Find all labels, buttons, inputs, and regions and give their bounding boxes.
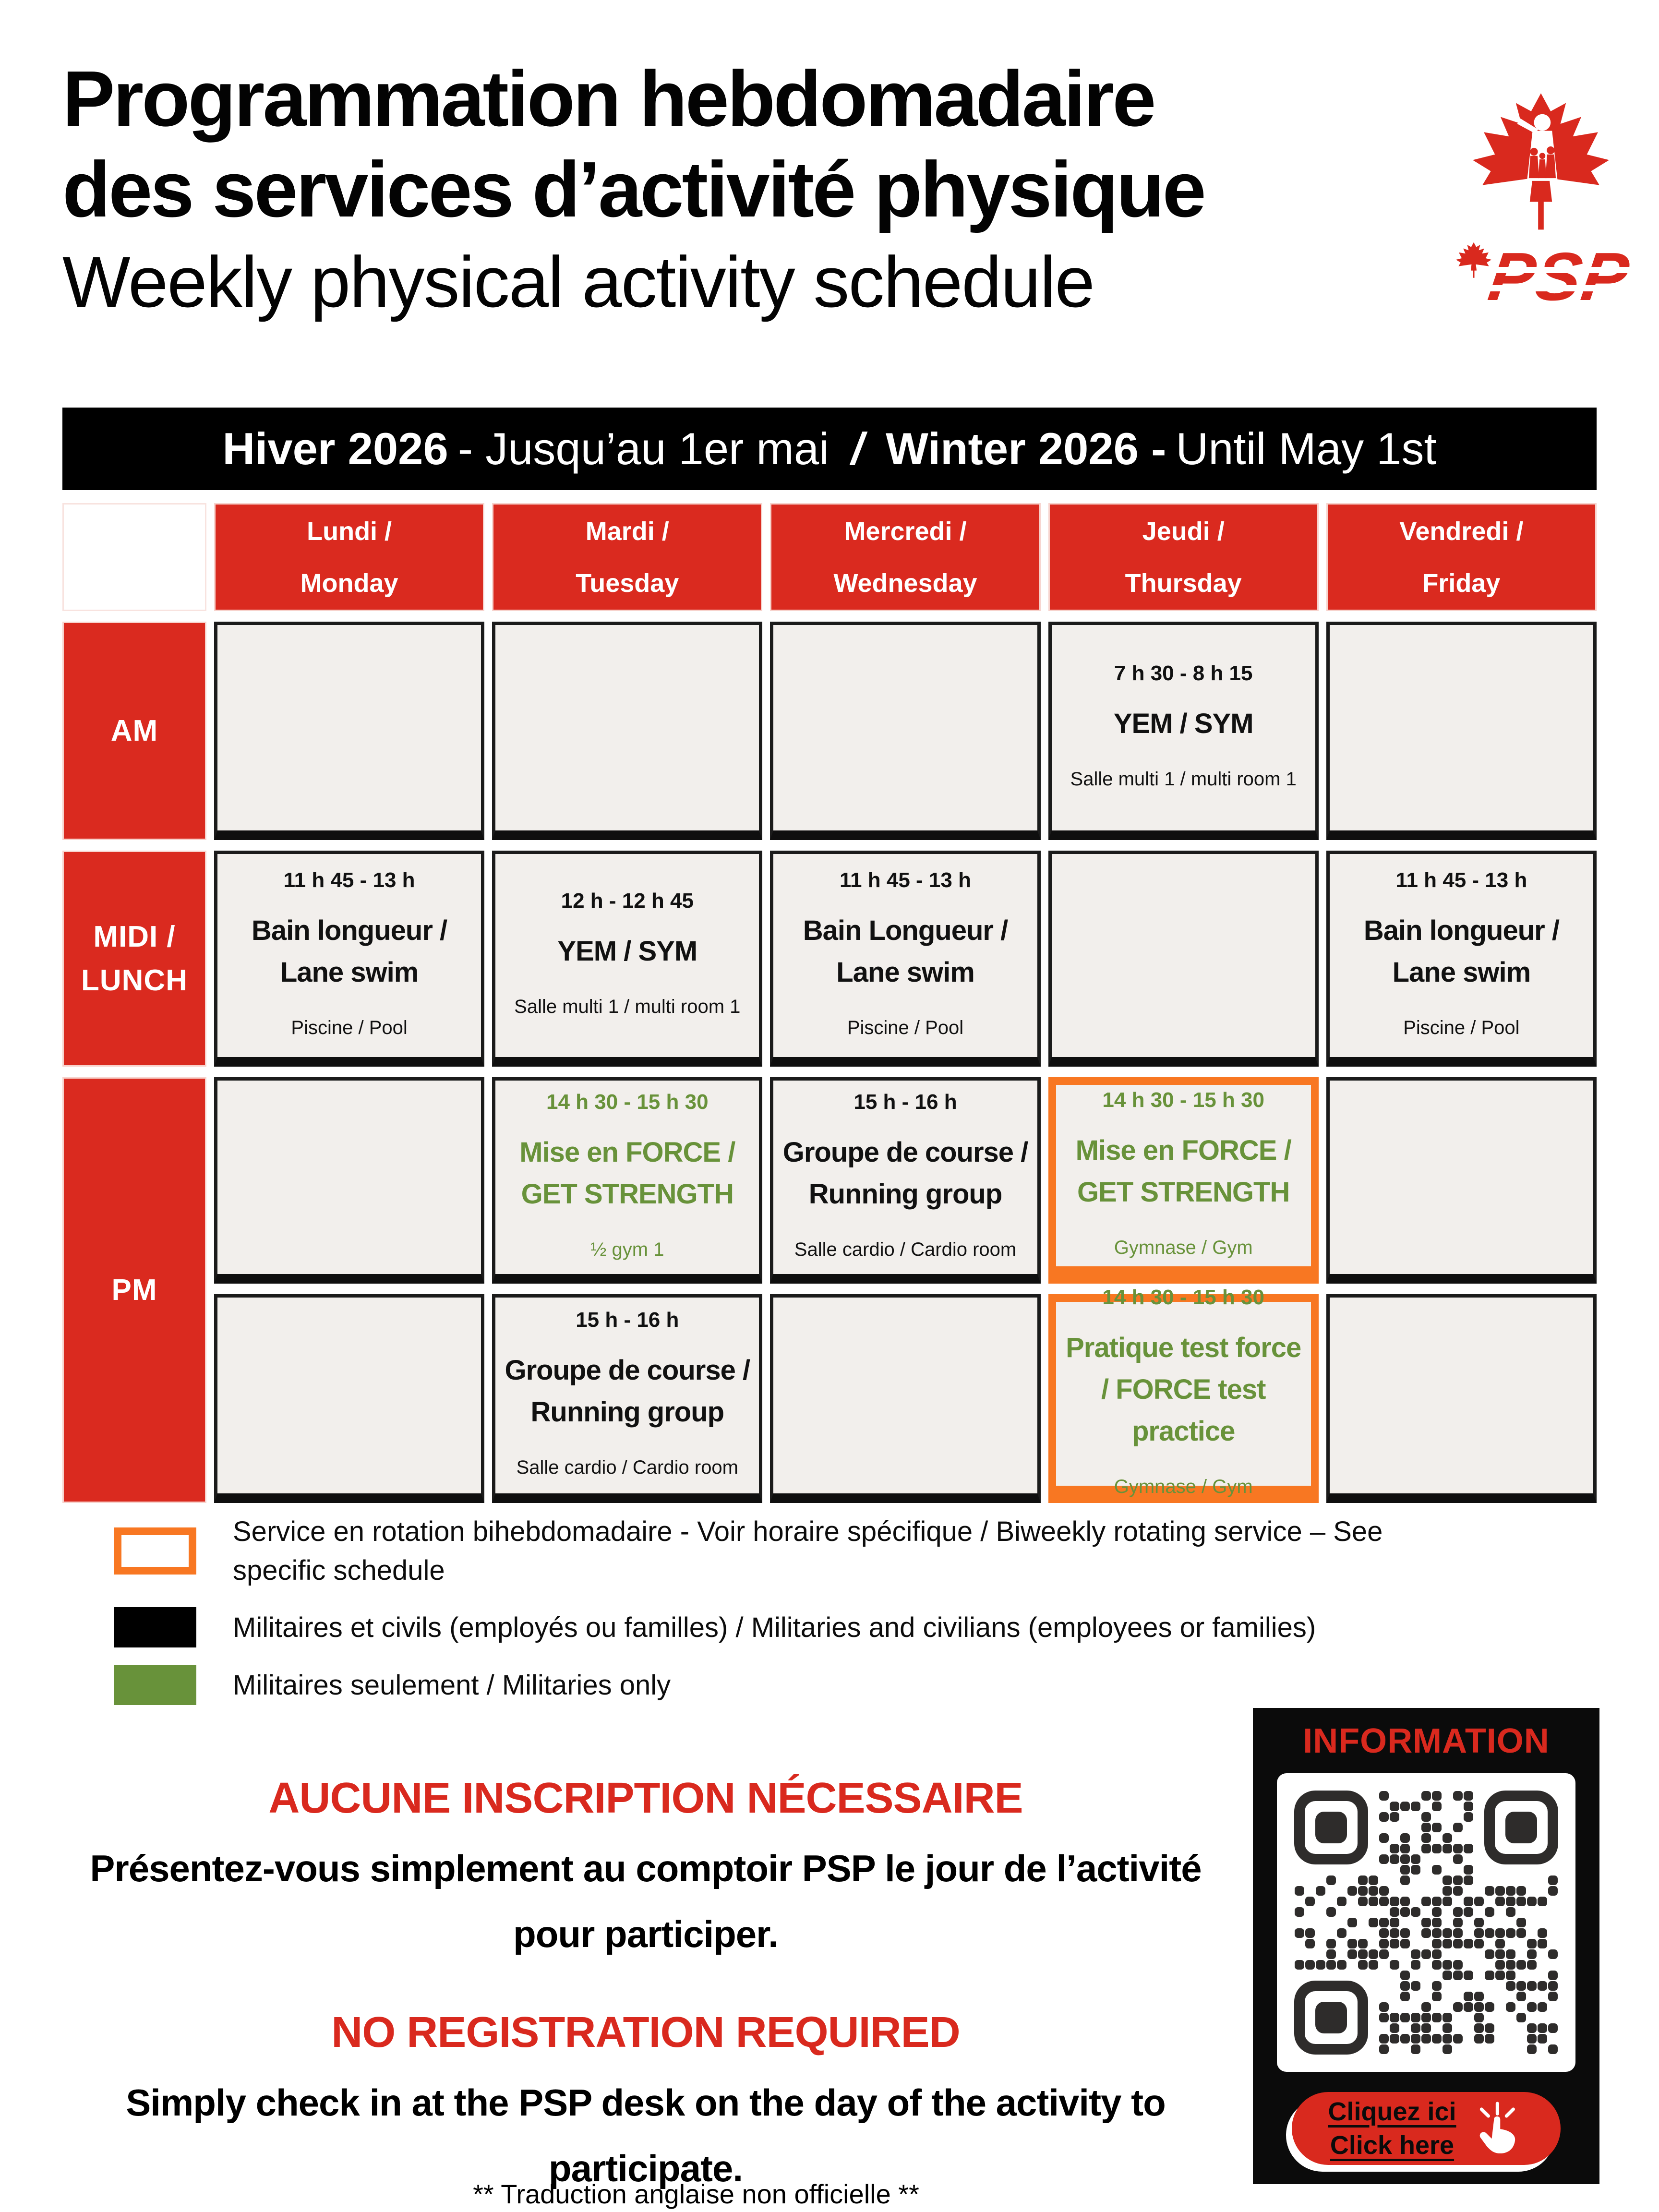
qr-finder-icon: [1294, 1791, 1368, 1864]
cell-pm2-tuesday: 15 h - 16 h Groupe de course / Running g…: [492, 1294, 763, 1503]
green-swatch: [114, 1665, 196, 1706]
cell-midi-friday: 11 h 45 - 13 h Bain longueur / Lane swim…: [1326, 851, 1597, 1067]
cell-pm2-monday: [214, 1294, 485, 1503]
legend: Service en rotation bihebdomadaire - Voi…: [114, 1512, 1452, 1706]
row-label-midi-lunch: MIDI / LUNCH: [62, 851, 206, 1067]
notice-en-body: Simply check in at the PSP desk on the d…: [126, 2081, 1166, 2189]
cell-pm1-monday: [214, 1077, 485, 1284]
legend-text: Service en rotation bihebdomadaire - Voi…: [233, 1516, 1383, 1587]
schedule-table: Lundi / Monday Mardi / Tuesday Mercredi …: [62, 503, 1597, 1503]
notice-fr-body: Présentez-vous simplement au comptoir PS…: [90, 1847, 1202, 1955]
cell-am-tuesday: [492, 622, 763, 840]
season-fr-rest: - Jusqu’au 1er mai: [457, 423, 829, 474]
day-en: Thursday: [1125, 568, 1242, 598]
day-en: Friday: [1422, 568, 1501, 598]
cell-pm1-friday: [1326, 1077, 1597, 1284]
season-en-bold: Winter 2026 -: [886, 423, 1166, 474]
qr-code[interactable]: [1294, 1791, 1558, 2055]
day-header-wednesday: Mercredi / Wednesday: [770, 503, 1041, 611]
day-header-tuesday: Mardi / Tuesday: [492, 503, 763, 611]
cell-midi-monday: 11 h 45 - 13 h Bain longueur / Lane swim…: [214, 851, 485, 1067]
cell-midi-tuesday: 12 h - 12 h 45 YEM / SYM Salle multi 1 /…: [492, 851, 763, 1067]
day-fr: Lundi /: [307, 517, 392, 546]
day-header-monday: Lundi / Monday: [214, 503, 485, 611]
row-label-am: AM: [62, 622, 206, 840]
translation-footnote: ** Traduction anglaise non officielle **: [473, 2179, 919, 2209]
information-box: INFORMATION Cliquez ici Click here: [1253, 1708, 1599, 2184]
legend-item-biweekly: Service en rotation bihebdomadaire - Voi…: [114, 1512, 1452, 1590]
notice-en-heading: NO REGISTRATION REQUIRED: [331, 2008, 960, 2056]
information-title: INFORMATION: [1303, 1722, 1550, 1760]
title-en: Weekly physical activity schedule: [62, 241, 1095, 323]
title-fr-line1: Programmation hebdomadaire: [62, 55, 1156, 143]
notice-fr-heading: AUCUNE INSCRIPTION NÉCESSAIRE: [268, 1774, 1023, 1822]
psp-wordmark: PSP: [1484, 239, 1635, 315]
cell-pm2-thursday-biweekly: 14 h 30 - 15 h 30 Pratique test force / …: [1048, 1286, 1319, 1503]
cell-midi-wednesday: 11 h 45 - 13 h Bain Longueur / Lane swim…: [770, 851, 1041, 1067]
psp-logo: PSP: [1433, 91, 1649, 315]
day-en: Monday: [300, 568, 398, 598]
cursor-click-icon: [1479, 2102, 1515, 2153]
day-header-friday: Vendredi / Friday: [1326, 503, 1597, 611]
cell-am-monday: [214, 622, 485, 840]
day-en: Tuesday: [576, 568, 679, 598]
day-fr: Mercredi /: [844, 517, 967, 546]
legend-item-everyone: Militaires et civils (employés ou famill…: [114, 1607, 1452, 1648]
cell-pm1-thursday-biweekly: 14 h 30 - 15 h 30 Mise en FORCE / GET ST…: [1048, 1077, 1319, 1284]
maple-leaf-family-icon: [1472, 93, 1610, 230]
page-title: Programmation hebdomadaire des services …: [62, 54, 1206, 324]
registration-notices: AUCUNE INSCRIPTION NÉCESSAIRE Présentez-…: [62, 1774, 1229, 2201]
click-here-label: Cliquez ici Click here: [1328, 2097, 1456, 2160]
season-divider: /: [851, 423, 864, 474]
day-fr: Mardi /: [585, 517, 669, 546]
day-en: Wednesday: [833, 568, 977, 598]
cell-pm1-tuesday: 14 h 30 - 15 h 30 Mise en FORCE / GET ST…: [492, 1077, 763, 1284]
qr-code-panel: [1277, 1773, 1575, 2072]
day-header-thursday: Jeudi / Thursday: [1048, 503, 1319, 611]
cell-pm2-wednesday: [770, 1294, 1041, 1503]
orange-outline-swatch: [114, 1527, 196, 1575]
qr-finder-icon: [1294, 1981, 1368, 2055]
day-fr: Jeudi /: [1142, 517, 1225, 546]
cell-am-wednesday: [770, 622, 1041, 840]
legend-text: Militaires seulement / Militaries only: [233, 1669, 671, 1701]
season-banner: Hiver 2026 - Jusqu’au 1er mai / Winter 2…: [62, 408, 1597, 490]
qr-finder-icon: [1484, 1791, 1558, 1864]
season-en-rest: Until May 1st: [1176, 423, 1437, 474]
cell-am-thursday: 7 h 30 - 8 h 15 YEM / SYM Salle multi 1 …: [1048, 622, 1319, 840]
row-label-pm: PM: [62, 1077, 206, 1503]
small-maple-leaf-icon: [1455, 242, 1491, 278]
cell-am-friday: [1326, 622, 1597, 840]
legend-item-military-only: Militaires seulement / Militaries only: [114, 1665, 1452, 1706]
table-corner-cell: [62, 503, 206, 611]
season-fr-bold: Hiver 2026: [222, 423, 448, 474]
legend-text: Militaires et civils (employés ou famill…: [233, 1611, 1316, 1643]
click-here-button[interactable]: Cliquez ici Click here: [1292, 2092, 1561, 2165]
black-swatch: [114, 1607, 196, 1648]
title-fr-line2: des services d’activité physique: [62, 145, 1206, 233]
cell-pm2-friday: [1326, 1294, 1597, 1503]
cell-midi-thursday: [1048, 851, 1319, 1067]
day-fr: Vendredi /: [1399, 517, 1524, 546]
cell-pm1-wednesday: 15 h - 16 h Groupe de course / Running g…: [770, 1077, 1041, 1284]
